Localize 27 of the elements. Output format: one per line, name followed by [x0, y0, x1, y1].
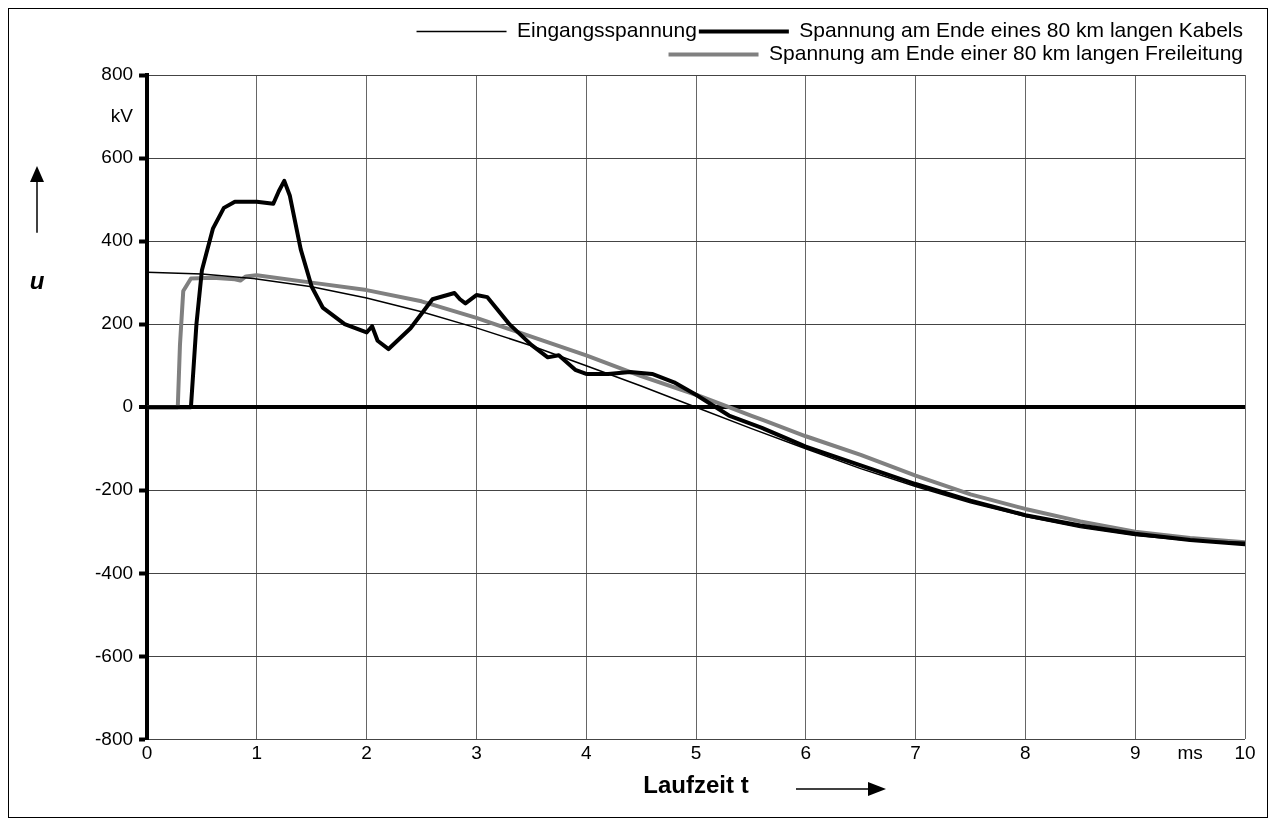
y-tick-label: -600: [95, 644, 134, 666]
x-tick-label: 0: [141, 742, 153, 764]
y-tick-label: 800: [101, 63, 134, 85]
y-tick-label: 200: [101, 312, 134, 334]
y-tick-label: kV: [110, 104, 134, 126]
y-tick-label: 0: [122, 395, 134, 417]
y-tick-label: 400: [101, 229, 134, 251]
x-axis-title: Laufzeit t: [643, 771, 749, 799]
y-tick-label: -800: [95, 727, 134, 749]
x-tick-label: ms: [1177, 742, 1203, 764]
x-tick-label: 5: [690, 742, 702, 764]
x-tick-label: 1: [251, 742, 263, 764]
x-tick-label: 7: [910, 742, 921, 764]
legend-label: Spannung am Ende eines 80 km langen Kabels: [799, 18, 1244, 42]
x-tick-label: 2: [361, 742, 372, 764]
y-tick-label: -400: [95, 561, 134, 583]
x-tick-label: 6: [800, 742, 812, 764]
x-tick-label: 4: [580, 742, 592, 764]
legend-label: Eingangsspannung: [517, 18, 697, 42]
x-tick-label: 10: [1234, 742, 1256, 764]
y-tick-label: -200: [95, 478, 134, 500]
y-axis-title: u: [29, 267, 45, 295]
x-tick-label: 9: [1129, 742, 1141, 764]
legend-label: Spannung am Ende einer 80 km langen Freileitung: [769, 41, 1244, 65]
x-tick-label: 3: [471, 742, 482, 764]
y-tick-label: 600: [101, 146, 134, 168]
x-tick-label: 8: [1020, 742, 1031, 764]
